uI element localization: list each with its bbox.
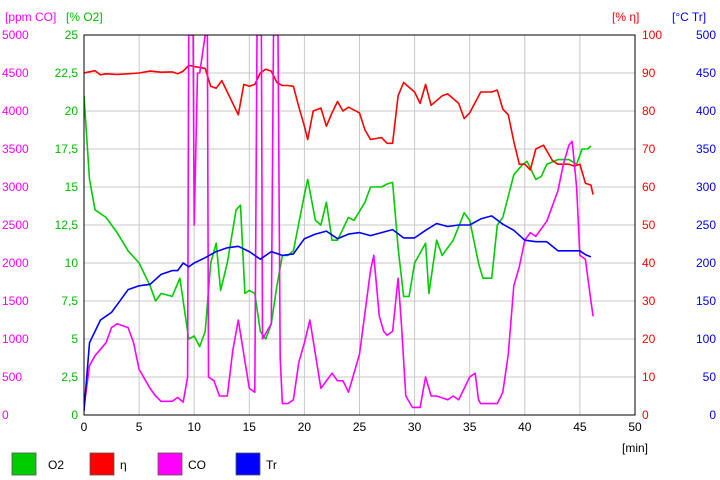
tr-axis-header: [°C Tr] — [672, 10, 706, 24]
tr-tick-label: 350 — [696, 142, 716, 156]
x-tick-label: 15 — [243, 420, 257, 434]
co-tick-label: 2000 — [2, 256, 29, 270]
legend-label-tr: Tr — [266, 458, 277, 472]
o2-axis-header: [% O2] — [66, 10, 103, 24]
plot-frame — [83, 34, 636, 416]
tr-tick-label: 400 — [696, 104, 716, 118]
o2-tick-label: 17,5 — [55, 142, 79, 156]
x-tick-label: 25 — [353, 420, 367, 434]
o2-tick-label: 0 — [71, 408, 78, 422]
eta-tick-label: 80 — [642, 104, 656, 118]
o2-tick-label: 22,5 — [55, 66, 79, 80]
x-tick-label: 30 — [408, 420, 422, 434]
co-tick-label: 3000 — [2, 180, 29, 194]
co-tick-label: 5000 — [2, 28, 29, 42]
x-tick-label: 20 — [298, 420, 312, 434]
co-axis-header: [ppm CO] — [5, 10, 56, 24]
eta-tick-label: 10 — [642, 370, 656, 384]
eta-tick-label: 0 — [642, 408, 649, 422]
legend-swatch-eta — [89, 452, 115, 476]
o2-tick-label: 10 — [65, 256, 79, 270]
x-tick-label: 0 — [81, 420, 88, 434]
x-tick-label: 45 — [573, 420, 587, 434]
o2-tick-label: 15 — [65, 180, 79, 194]
eta-tick-label: 100 — [642, 28, 662, 42]
legend-swatch-co — [157, 452, 183, 476]
eta-axis-header: [% η] — [612, 10, 639, 24]
tr-tick-label: 500 — [696, 28, 716, 42]
eta-tick-label: 30 — [642, 294, 656, 308]
legend-label-co: CO — [188, 458, 206, 472]
o2-tick-label: 12,5 — [55, 218, 79, 232]
grid-lines — [84, 35, 635, 415]
eta-tick-label: 90 — [642, 66, 656, 80]
x-tick-label: 40 — [518, 420, 532, 434]
tr-tick-label: 50 — [703, 370, 717, 384]
series-lines — [84, 35, 594, 412]
legend-label-o2: O2 — [48, 458, 64, 472]
co-tick-label: 3500 — [2, 142, 29, 156]
o2-axis-ticks: 0 2,5 5 7,5 10 12,5 15 17,5 20 22,5 25 — [55, 28, 79, 422]
tr-tick-label: 450 — [696, 66, 716, 80]
eta-axis-ticks: 0 10 20 30 40 50 60 70 80 90 100 — [642, 28, 662, 422]
x-axis-ticks: 0 5 10 15 20 25 30 35 40 45 50 — [81, 420, 642, 434]
eta-tick-label: 40 — [642, 256, 656, 270]
x-tick-label: 5 — [136, 420, 143, 434]
co-tick-label: 2500 — [2, 218, 29, 232]
series-line-o2 — [84, 95, 592, 348]
co-tick-label: 0 — [2, 408, 9, 422]
tr-axis-ticks: 0 50 100 150 200 250 300 350 400 450 500 — [696, 28, 716, 422]
o2-tick-label: 5 — [71, 332, 78, 346]
eta-tick-label: 20 — [642, 332, 656, 346]
o2-tick-label: 2,5 — [61, 370, 78, 384]
x-tick-label: 10 — [188, 420, 202, 434]
tr-tick-label: 250 — [696, 218, 716, 232]
eta-tick-label: 50 — [642, 218, 656, 232]
series-line-eta — [84, 64, 594, 195]
series-line-tr — [84, 215, 592, 412]
legend-swatch-tr — [235, 452, 261, 476]
co-axis-ticks: 0 500 1000 1500 2000 2500 3000 3500 4000 4500 5000 — [2, 28, 29, 422]
eta-tick-label: 70 — [642, 142, 656, 156]
x-tick-label: 35 — [463, 420, 477, 434]
o2-tick-label: 20 — [65, 104, 79, 118]
o2-tick-label: 7,5 — [61, 294, 78, 308]
tr-tick-label: 0 — [709, 408, 716, 422]
co-tick-label: 500 — [2, 370, 22, 384]
x-tick-label: 50 — [628, 420, 642, 434]
tr-tick-label: 100 — [696, 332, 716, 346]
eta-tick-label: 60 — [642, 180, 656, 194]
tr-tick-label: 200 — [696, 256, 716, 270]
legend-swatch-o2 — [11, 452, 37, 476]
tr-tick-label: 300 — [696, 180, 716, 194]
series-line-co — [84, 35, 594, 409]
co-tick-label: 4000 — [2, 104, 29, 118]
co-tick-label: 4500 — [2, 66, 29, 80]
tr-tick-label: 150 — [696, 294, 716, 308]
x-axis-unit: [min] — [622, 441, 648, 455]
co-tick-label: 1000 — [2, 332, 29, 346]
o2-tick-label: 25 — [65, 28, 79, 42]
co-tick-label: 1500 — [2, 294, 29, 308]
legend: O2 η CO Tr — [11, 452, 277, 476]
legend-label-eta: η — [120, 458, 127, 472]
